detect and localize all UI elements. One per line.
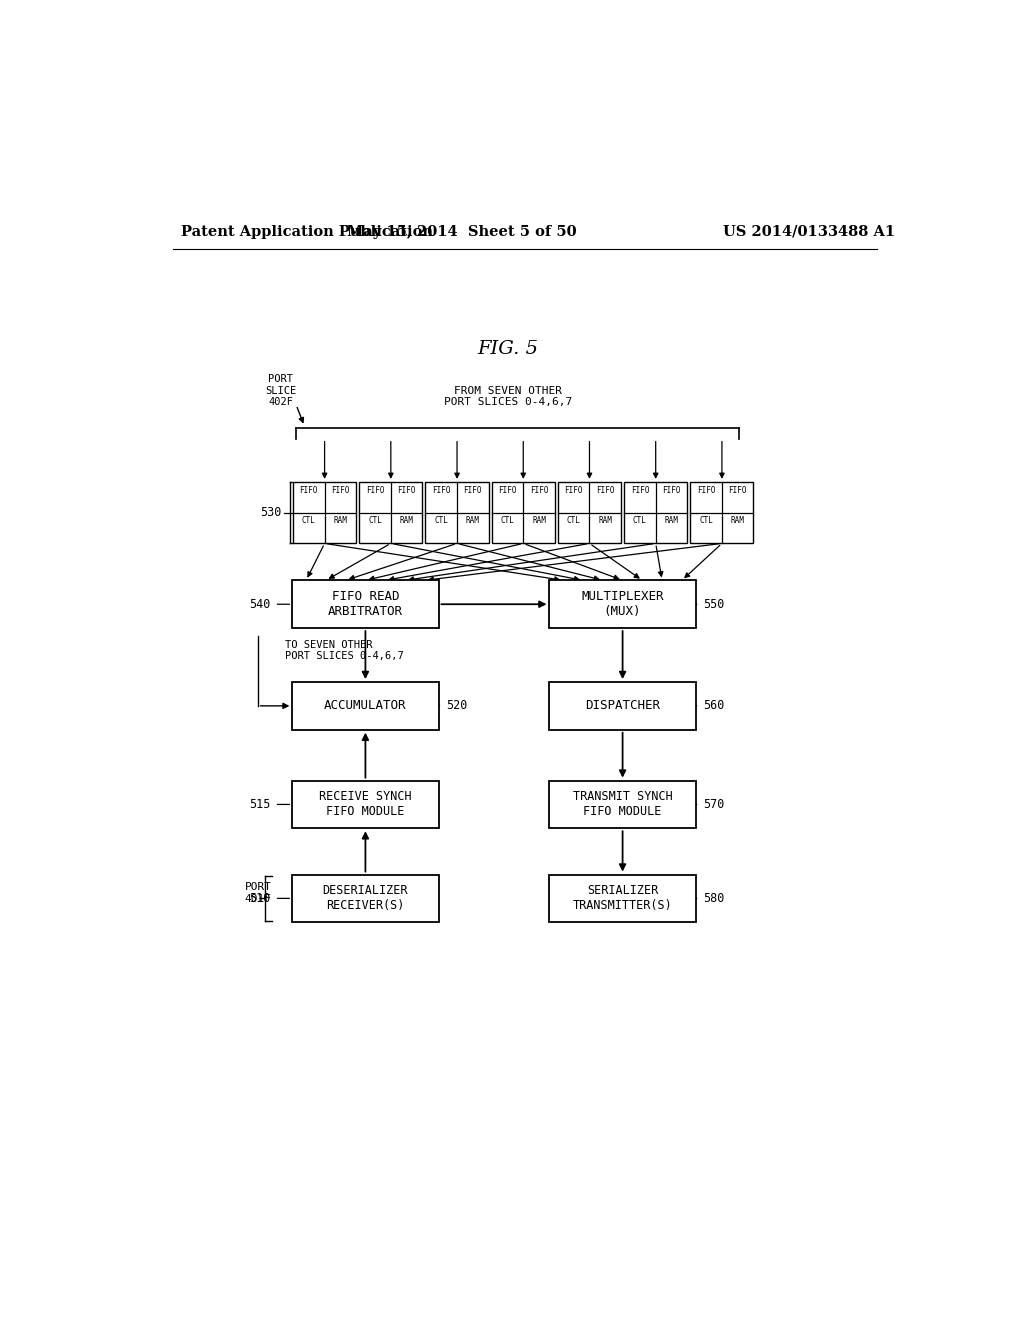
Text: FIFO: FIFO: [529, 487, 548, 495]
Text: 550: 550: [703, 598, 725, 611]
Text: FIFO: FIFO: [331, 487, 349, 495]
Bar: [292, 874, 438, 923]
Text: FIFO: FIFO: [596, 487, 614, 495]
Text: RAM: RAM: [665, 516, 679, 524]
Text: CTL: CTL: [434, 516, 449, 524]
Bar: [292, 581, 438, 628]
Bar: [359, 482, 422, 544]
Text: RAM: RAM: [598, 516, 612, 524]
Text: FIFO: FIFO: [397, 487, 416, 495]
Text: 570: 570: [703, 797, 725, 810]
Text: CTL: CTL: [699, 516, 713, 524]
Bar: [690, 482, 754, 544]
Text: CTL: CTL: [501, 516, 514, 524]
Text: 515: 515: [249, 797, 270, 810]
Text: FIFO: FIFO: [499, 487, 517, 495]
Text: CTL: CTL: [633, 516, 647, 524]
Bar: [425, 482, 488, 544]
Text: FIFO: FIFO: [464, 487, 482, 495]
Text: RAM: RAM: [399, 516, 414, 524]
Text: TRANSMIT SYNCH
FIFO MODULE: TRANSMIT SYNCH FIFO MODULE: [572, 791, 673, 818]
Bar: [293, 482, 356, 544]
Text: 540: 540: [249, 598, 270, 611]
Text: RECEIVE SYNCH
FIFO MODULE: RECEIVE SYNCH FIFO MODULE: [319, 791, 412, 818]
Bar: [550, 780, 695, 829]
Text: 530: 530: [260, 506, 282, 519]
Text: RAM: RAM: [731, 516, 744, 524]
Text: RAM: RAM: [466, 516, 480, 524]
Text: DESERIALIZER
RECEIVER(S): DESERIALIZER RECEIVER(S): [323, 884, 409, 912]
Bar: [550, 581, 695, 628]
Text: MULTIPLEXER
(MUX): MULTIPLEXER (MUX): [582, 590, 664, 618]
Text: FIFO: FIFO: [728, 487, 746, 495]
Text: FIFO READ
ARBITRATOR: FIFO READ ARBITRATOR: [328, 590, 402, 618]
Text: ACCUMULATOR: ACCUMULATOR: [325, 700, 407, 713]
Text: Patent Application Publication: Patent Application Publication: [180, 224, 432, 239]
Bar: [550, 682, 695, 730]
Text: 580: 580: [703, 892, 725, 906]
Text: RAM: RAM: [532, 516, 546, 524]
Bar: [292, 682, 438, 730]
Text: FIFO: FIFO: [432, 487, 451, 495]
Bar: [625, 482, 687, 544]
Text: TO SEVEN OTHER
PORT SLICES 0-4,6,7: TO SEVEN OTHER PORT SLICES 0-4,6,7: [285, 640, 403, 661]
Text: CTL: CTL: [566, 516, 581, 524]
Text: FIFO: FIFO: [697, 487, 716, 495]
Text: FIFO: FIFO: [631, 487, 649, 495]
Text: RAM: RAM: [334, 516, 347, 524]
Text: SERIALIZER
TRANSMITTER(S): SERIALIZER TRANSMITTER(S): [572, 884, 673, 912]
Text: PORT
SLICE
402F: PORT SLICE 402F: [265, 374, 296, 407]
Text: CTL: CTL: [302, 516, 315, 524]
Text: 520: 520: [446, 700, 468, 713]
Bar: [492, 482, 555, 544]
Text: 510: 510: [249, 892, 270, 906]
Text: FIFO: FIFO: [663, 487, 681, 495]
Text: May 15, 2014  Sheet 5 of 50: May 15, 2014 Sheet 5 of 50: [347, 224, 577, 239]
Text: FROM SEVEN OTHER
PORT SLICES 0-4,6,7: FROM SEVEN OTHER PORT SLICES 0-4,6,7: [443, 385, 572, 407]
Text: DISPATCHER: DISPATCHER: [585, 700, 660, 713]
Text: FIFO: FIFO: [564, 487, 583, 495]
Bar: [558, 482, 621, 544]
Bar: [550, 874, 695, 923]
Text: PORT
401F: PORT 401F: [245, 882, 271, 904]
Text: CTL: CTL: [368, 516, 382, 524]
Text: FIG. 5: FIG. 5: [477, 341, 539, 358]
Text: FIFO: FIFO: [300, 487, 318, 495]
Text: FIFO: FIFO: [366, 487, 384, 495]
Bar: [292, 780, 438, 829]
Text: US 2014/0133488 A1: US 2014/0133488 A1: [724, 224, 896, 239]
Text: 560: 560: [703, 700, 725, 713]
